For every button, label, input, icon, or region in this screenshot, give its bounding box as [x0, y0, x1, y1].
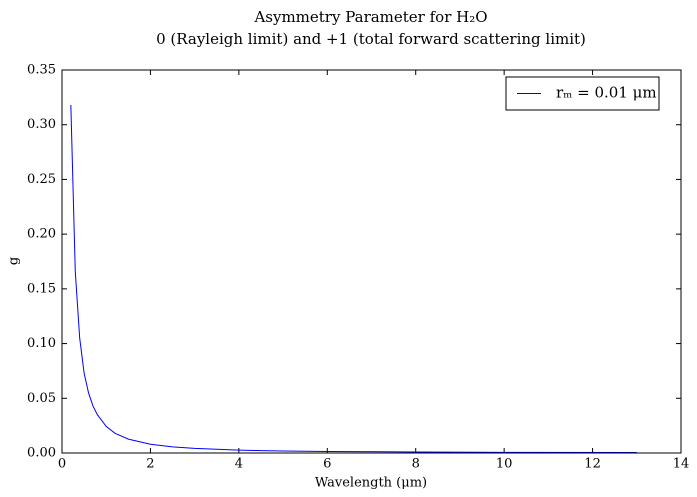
y-tick-label: 0.05: [27, 391, 56, 406]
y-tick-label: 0.35: [27, 63, 56, 78]
data-line: [70, 105, 637, 454]
y-tick-label: 0.25: [27, 172, 56, 187]
y-tick-label: 0.30: [27, 117, 56, 132]
x-tick-label: 8: [412, 457, 420, 472]
y-tick-label: 0.00: [27, 446, 56, 461]
y-tick-label: 0.10: [27, 336, 56, 351]
x-tick-label: 10: [496, 457, 513, 472]
y-axis-label: g: [7, 257, 22, 265]
x-tick-label: 6: [323, 457, 331, 472]
plot-frame: [61, 69, 682, 454]
x-axis-label: Wavelength (μm): [315, 476, 427, 491]
legend-label: rₘ = 0.01 μm: [556, 84, 657, 102]
chart-title: Asymmetry Parameter for H₂O: [253, 8, 487, 26]
chart-subtitle: 0 (Rayleigh limit) and +1 (total forward…: [156, 30, 586, 48]
x-tick-label: 2: [146, 457, 154, 472]
x-tick-label: 12: [584, 457, 601, 472]
x-tick-label: 0: [58, 457, 66, 472]
y-tick-label: 0.20: [27, 227, 56, 242]
y-tick-label: 0.15: [27, 281, 56, 296]
x-tick-label: 4: [235, 457, 243, 472]
x-tick-label: 14: [673, 457, 690, 472]
